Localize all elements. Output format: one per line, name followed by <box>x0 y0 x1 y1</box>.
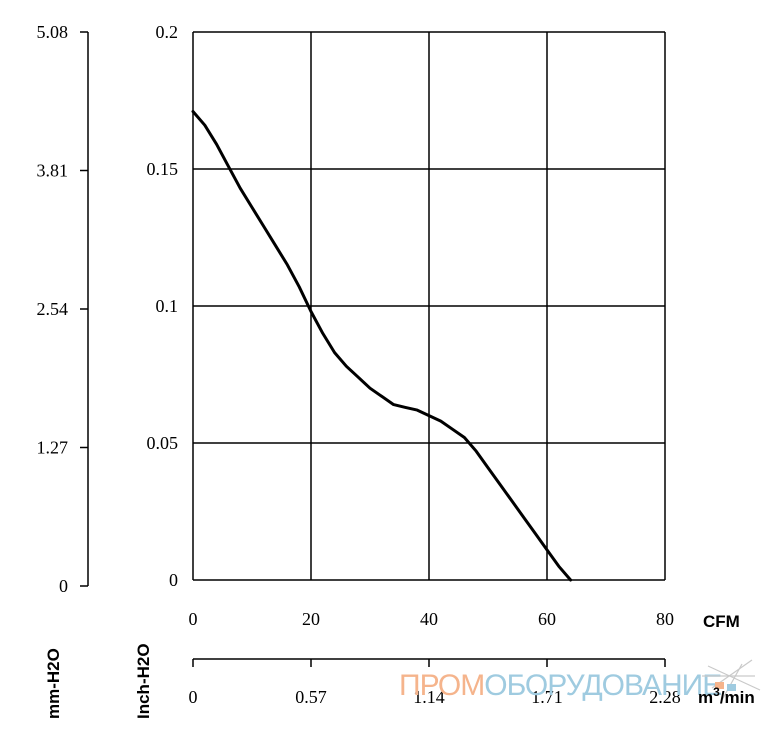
cfm-unit-label: CFM <box>703 612 740 631</box>
mm-tick-label: 5.08 <box>37 22 69 42</box>
m3-tick-label: 2.28 <box>649 687 681 707</box>
mm-tick-label: 1.27 <box>37 438 69 458</box>
mm-unit-label: mm-H2O <box>44 648 63 719</box>
m3-unit-tail: /min <box>720 688 755 707</box>
watermark: ПРОМОБОРУДОВАНИЕ <box>399 659 761 702</box>
cfm-tick-label: 80 <box>656 609 674 629</box>
mm-axis: 0 1.27 2.54 3.81 5.08 <box>37 22 89 596</box>
m3-unit-label: m3/min <box>698 685 755 707</box>
cfm-tick-label: 40 <box>420 609 438 629</box>
m3-tick-label: 0.57 <box>295 687 327 707</box>
m3-unit-base: m <box>698 688 713 707</box>
inch-tick-label: 0.1 <box>156 296 179 316</box>
mm-tick-label: 2.54 <box>37 299 69 319</box>
inch-tick-label: 0.15 <box>147 159 179 179</box>
watermark-part2: ОБОРУДОВАНИЕ <box>484 669 721 702</box>
watermark-part1: ПРОМ <box>399 669 484 702</box>
inch-tick-label: 0 <box>169 570 178 590</box>
m3-tick-label: 1.14 <box>413 687 445 707</box>
mm-tick-label: 3.81 <box>37 161 69 181</box>
cfm-tick-label: 60 <box>538 609 556 629</box>
m3-axis: 0 0.57 1.14 1.71 2.28 <box>189 658 681 707</box>
watermark-logo-icon <box>702 659 761 701</box>
series-line <box>191 110 573 582</box>
inch-tick-label: 0.2 <box>156 22 179 42</box>
inch-tick-label: 0.05 <box>147 433 179 453</box>
watermark-text: ПРОМОБОРУДОВАНИЕ <box>399 669 721 702</box>
plot-grid <box>192 31 666 581</box>
mm-tick-label: 0 <box>59 576 68 596</box>
inch-axis-ticks: 0 0.05 0.1 0.15 0.2 <box>147 22 179 590</box>
inch-unit-label: Inch-H2O <box>134 643 153 719</box>
cfm-tick-label: 0 <box>189 609 198 629</box>
m3-tick-label: 1.71 <box>531 687 563 707</box>
cfm-axis-ticks: 0 20 40 60 80 <box>189 609 675 629</box>
cfm-tick-label: 20 <box>302 609 320 629</box>
m3-tick-label: 0 <box>189 687 198 707</box>
m3-unit-sup: 3 <box>713 685 720 699</box>
